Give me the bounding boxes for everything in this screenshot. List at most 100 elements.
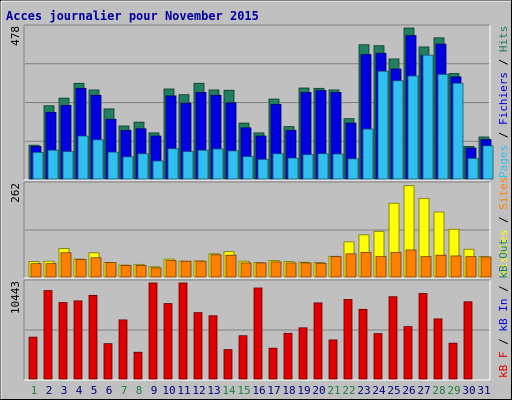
bar-sites-day-10 (165, 260, 177, 278)
bar-kb-f-day-23 (358, 308, 368, 380)
bar-pages-day-29 (452, 82, 464, 180)
bar-pages-day-2 (47, 149, 59, 180)
legend-item: Fichiers (497, 72, 510, 125)
bar-kb-f-day-20 (313, 302, 323, 380)
day-label-25: 25 (387, 384, 400, 397)
bar-pages-day-5 (92, 139, 104, 180)
day-label-7: 7 (121, 384, 128, 397)
bar-sites-day-3 (60, 252, 72, 278)
day-label-17: 17 (267, 384, 280, 397)
bar-sites-day-8 (135, 265, 147, 278)
bar-pages-day-30 (467, 158, 479, 180)
legend-middle: Visites / Sites (497, 177, 510, 276)
day-label-12: 12 (192, 384, 205, 397)
bar-sites-day-2 (45, 263, 57, 278)
day-label-16: 16 (252, 384, 265, 397)
legend-item: / (497, 279, 510, 299)
bar-sites-day-21 (330, 256, 342, 278)
legend-item: Pages (497, 145, 510, 178)
bar-pages-day-13 (212, 148, 224, 180)
bar-kb-f-day-12 (193, 312, 203, 380)
bar-kb-f-day-18 (283, 332, 293, 380)
legend-item: / (497, 125, 510, 145)
bar-kb-f-day-4 (73, 300, 83, 380)
bar-pages-day-19 (302, 154, 314, 180)
legend-top: Pages / Fichiers / Hits (497, 26, 510, 178)
legend-item: Sites (497, 177, 510, 210)
bar-sites-day-25 (390, 252, 402, 278)
legend-item: kB Out (497, 239, 510, 279)
bar-kb-f-day-1 (28, 336, 38, 380)
day-label-4: 4 (76, 384, 83, 397)
day-label-6: 6 (106, 384, 113, 397)
day-label-26: 26 (402, 384, 415, 397)
bar-sites-day-18 (285, 262, 297, 278)
bar-sites-day-4 (75, 259, 87, 278)
bar-sites-day-6 (105, 262, 117, 278)
bar-sites-day-13 (210, 254, 222, 278)
legend-item: / (497, 52, 510, 72)
bar-kb-f-day-26 (403, 326, 413, 380)
bar-pages-day-21 (332, 153, 344, 180)
bar-sites-day-23 (360, 252, 372, 278)
day-label-22: 22 (342, 384, 355, 397)
bar-pages-day-17 (272, 153, 284, 180)
day-label-31: 31 (477, 384, 490, 397)
day-label-11: 11 (177, 384, 190, 397)
bar-kb-f-day-16 (253, 287, 263, 380)
max-label-top: 478 (9, 26, 22, 46)
bar-sites-day-16 (255, 262, 267, 278)
bar-pages-day-6 (107, 151, 119, 180)
bar-sites-day-28 (435, 254, 447, 278)
bar-kb-f-day-8 (133, 351, 143, 380)
bar-kb-f-day-28 (433, 318, 443, 380)
bar-sites-day-20 (315, 262, 327, 278)
bar-sites-day-26 (405, 249, 417, 278)
bar-kb-f-day-22 (343, 299, 353, 380)
bar-sites-day-1 (30, 263, 42, 278)
bar-pages-day-26 (407, 75, 419, 180)
bar-kb-f-day-25 (388, 296, 398, 380)
bar-sites-day-7 (120, 265, 132, 278)
bar-pages-day-7 (122, 156, 134, 180)
bar-kb-f-day-2 (43, 290, 53, 380)
bar-kb-f-day-17 (268, 347, 278, 380)
panel-bottom: 10443 kB F / kB In / kB Out (9, 239, 510, 381)
day-label-27: 27 (417, 384, 430, 397)
bar-pages-day-18 (287, 157, 299, 180)
bar-sites-day-27 (420, 256, 432, 278)
bar-sites-day-29 (450, 255, 462, 278)
day-label-15: 15 (237, 384, 250, 397)
day-label-8: 8 (136, 384, 143, 397)
bar-pages-day-10 (167, 148, 179, 180)
panel-middle: 262 Visites / Sites (9, 177, 510, 279)
bar-pages-day-12 (197, 149, 209, 180)
bar-sites-day-9 (150, 267, 162, 278)
day-label-13: 13 (207, 384, 220, 397)
bar-kb-f-day-7 (118, 319, 128, 380)
bar-kb-f-day-24 (373, 333, 383, 380)
bar-pages-day-22 (347, 158, 359, 180)
bar-kb-f-day-6 (103, 343, 113, 380)
bar-sites-day-17 (270, 261, 282, 278)
legend-item: / (497, 210, 510, 230)
bar-pages-day-20 (317, 153, 329, 180)
bar-sites-day-22 (345, 253, 357, 278)
bar-kb-f-day-15 (238, 335, 248, 380)
bar-pages-day-16 (257, 159, 269, 180)
day-label-20: 20 (312, 384, 325, 397)
chart-title: Acces journalier pour November 2015 (6, 9, 259, 23)
bar-sites-day-12 (195, 260, 207, 278)
day-label-1: 1 (31, 384, 38, 397)
bar-kb-f-day-29 (448, 342, 458, 380)
bar-kb-f-day-19 (298, 327, 308, 380)
bar-kb-f-day-11 (178, 282, 188, 380)
bar-kb-f-day-5 (88, 294, 98, 380)
bar-kb-f-day-27 (418, 293, 428, 380)
max-label-bottom: 10443 (9, 281, 22, 314)
chart-panels: 478 Pages / Fichiers / Hits 262 Visites / S… (9, 24, 510, 381)
legend-item: Hits (497, 26, 510, 53)
bar-pages-day-1 (32, 152, 44, 180)
bar-pages-day-8 (137, 153, 149, 180)
bar-pages-day-31 (482, 145, 494, 180)
